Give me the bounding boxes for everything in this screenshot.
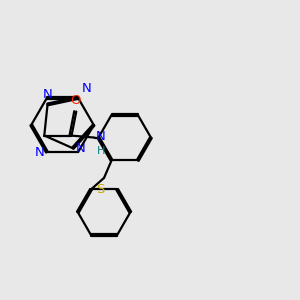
Text: S: S — [96, 183, 104, 196]
Text: N: N — [76, 142, 86, 155]
Text: N: N — [96, 130, 106, 143]
Text: H: H — [97, 146, 105, 156]
Text: N: N — [34, 146, 44, 159]
Text: N: N — [82, 82, 92, 95]
Text: N: N — [43, 88, 52, 101]
Text: O: O — [70, 94, 80, 107]
